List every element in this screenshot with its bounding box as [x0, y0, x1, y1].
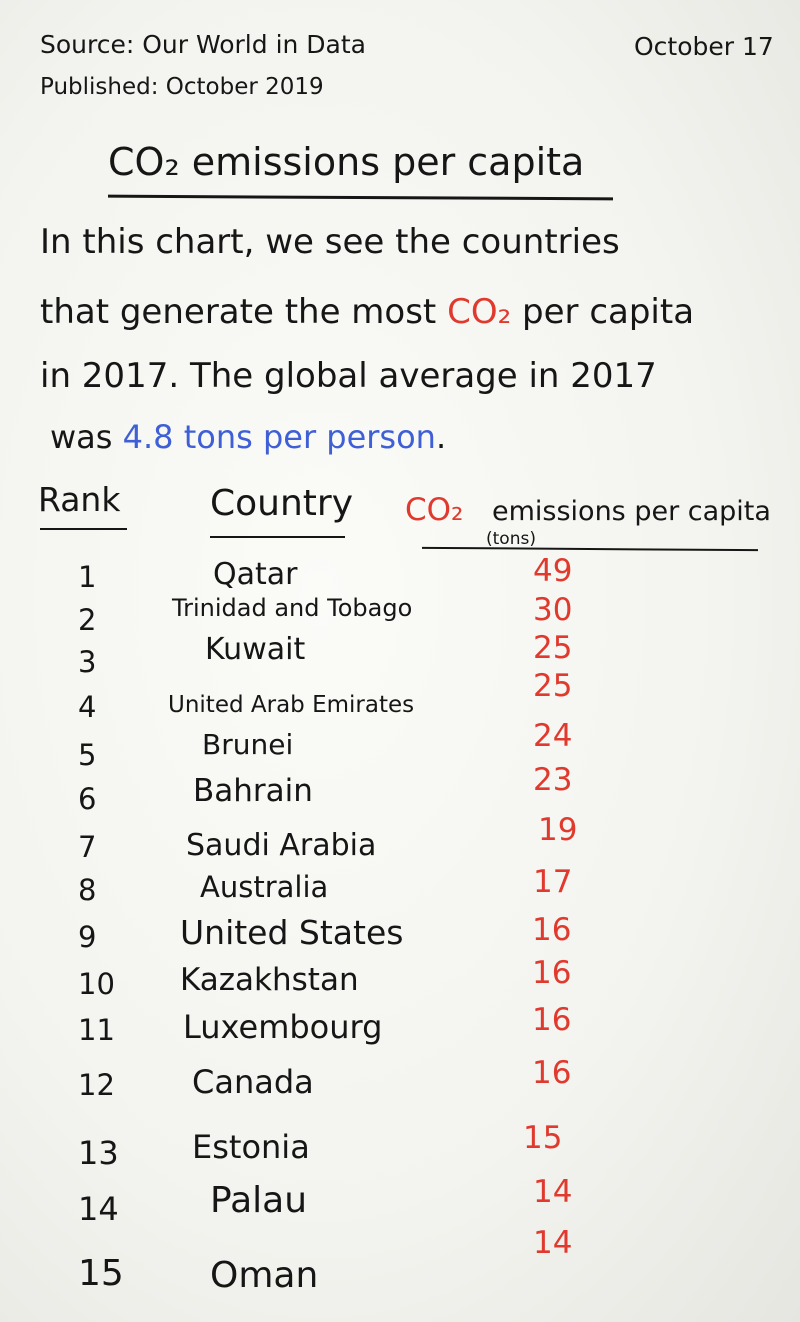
- row-value: 17: [533, 864, 573, 900]
- row-rank: 5: [78, 738, 97, 772]
- published-line: Published: October 2019: [40, 74, 324, 100]
- co2-highlight: CO₂: [447, 292, 512, 332]
- row-country: Qatar: [213, 557, 298, 592]
- header-metric: emissions per capita: [492, 496, 771, 527]
- header-country: Country: [210, 483, 354, 524]
- row-rank: 13: [78, 1134, 119, 1172]
- header-unit: (tons): [486, 529, 536, 549]
- header-value-underline: [421, 546, 759, 552]
- header-country-underline: [210, 536, 345, 538]
- row-value: 16: [532, 955, 572, 991]
- row-country: Kuwait: [205, 632, 306, 667]
- header-rank: Rank: [38, 480, 121, 519]
- global-average-highlight: 4.8 tons per person: [122, 418, 436, 456]
- description-line-1: In this chart, we see the countries: [40, 222, 620, 262]
- row-rank: 10: [78, 967, 115, 1001]
- row-rank: 2: [78, 603, 97, 637]
- description-text: was: [50, 418, 123, 456]
- description-text: per capita: [511, 292, 695, 332]
- row-value: 23: [533, 762, 573, 798]
- row-country: Kazakhstan: [180, 962, 359, 998]
- row-rank: 11: [78, 1013, 115, 1047]
- header-co2: CO₂: [405, 492, 464, 528]
- row-value: 14: [533, 1225, 573, 1261]
- row-rank: 15: [78, 1253, 124, 1294]
- description-line-4: was 4.8 tons per person.: [50, 418, 446, 456]
- row-rank: 6: [78, 782, 97, 816]
- row-country: Brunei: [202, 728, 294, 761]
- row-country: United States: [180, 913, 404, 952]
- row-country: Australia: [200, 870, 329, 904]
- source-line: Source: Our World in Data: [40, 30, 367, 59]
- row-value: 25: [533, 668, 573, 704]
- row-country: Palau: [210, 1180, 308, 1221]
- description-line-3: in 2017. The global average in 2017: [40, 356, 657, 396]
- row-value: 25: [533, 630, 573, 666]
- row-country: Bahrain: [193, 773, 313, 809]
- row-value: 49: [533, 553, 573, 589]
- row-country: Trinidad and Tobago: [172, 594, 413, 622]
- row-rank: 9: [78, 920, 97, 954]
- description-text: .: [435, 418, 447, 456]
- row-country: Canada: [192, 1063, 314, 1101]
- row-rank: 7: [78, 830, 97, 864]
- row-country: United Arab Emirates: [168, 692, 415, 718]
- row-value: 16: [532, 1002, 572, 1038]
- row-value: 15: [523, 1120, 563, 1156]
- row-country: Oman: [210, 1255, 319, 1296]
- row-country: Luxembourg: [183, 1008, 383, 1046]
- date-label: October 17: [634, 32, 774, 61]
- chart-title: CO₂ emissions per capita: [108, 140, 585, 184]
- row-country: Estonia: [192, 1128, 310, 1166]
- row-rank: 12: [78, 1068, 115, 1102]
- row-country: Saudi Arabia: [186, 828, 377, 863]
- description-text: that generate the most: [40, 292, 448, 332]
- row-value: 19: [538, 812, 578, 848]
- row-value: 14: [533, 1174, 573, 1210]
- header-rank-underline: [40, 528, 127, 530]
- row-rank: 3: [78, 645, 97, 679]
- row-rank: 14: [78, 1190, 119, 1228]
- description-line-2: that generate the most CO₂ per capita: [40, 292, 694, 332]
- row-rank: 4: [78, 690, 97, 724]
- title-underline: [107, 194, 614, 201]
- row-value: 16: [532, 1055, 572, 1091]
- row-value: 24: [533, 718, 573, 754]
- row-value: 16: [532, 912, 572, 948]
- row-rank: 1: [78, 560, 97, 594]
- row-value: 30: [533, 592, 573, 628]
- row-rank: 8: [78, 873, 97, 907]
